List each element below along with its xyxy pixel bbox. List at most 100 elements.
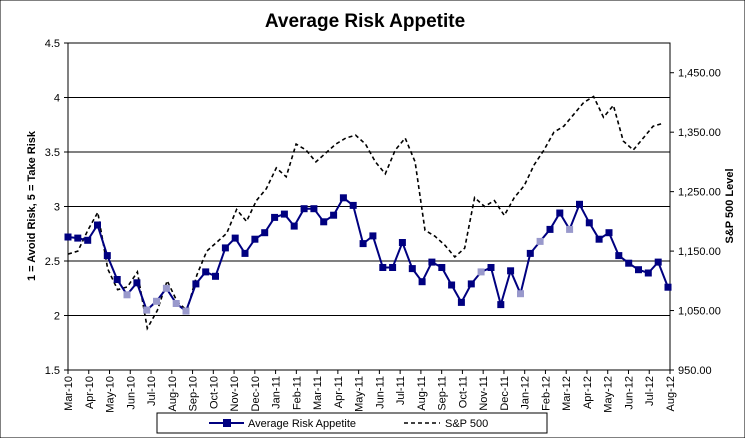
data-point-appetite [497,301,505,309]
data-point-appetite [625,259,633,267]
x-tick-label: Oct-10 [208,376,220,409]
data-point-appetite [418,278,426,286]
x-tick-label: Apr-11 [333,376,345,408]
data-point-appetite [389,264,397,271]
data-point-appetite [448,281,456,289]
data-point-appetite [182,307,190,315]
data-point-appetite [330,211,338,219]
x-tick-label: Jun-11 [374,376,386,409]
x-tick-label: May-11 [354,376,366,412]
data-point-appetite [517,290,524,298]
data-point-appetite [369,232,377,240]
x-tick-label: Jun-10 [125,376,137,410]
data-point-appetite [595,235,603,243]
x-tick-label: Nov-11 [478,376,490,411]
x-tick-label: Jul-10 [146,376,158,406]
y-tick-label: 4.5 [45,38,60,50]
data-point-appetite [556,209,564,217]
data-point-appetite [310,205,318,213]
y-tick-label: 2.5 [45,256,60,268]
legend: Average Risk Appetite S&P 500 [156,412,548,434]
chart-title: Average Risk Appetite [265,11,465,32]
x-tick-label: Apr-10 [84,376,96,409]
x-tick-label: Aug-11 [416,376,428,411]
data-point-appetite [320,218,328,226]
data-point-appetite [172,300,180,307]
data-point-appetite [566,225,574,233]
data-point-appetite [133,279,141,287]
x-tick-label: Aug-12 [665,376,677,411]
x-tick-label: Dec-10 [250,376,262,411]
x-tick-label: Mar-11 [312,376,324,410]
x-tick-label: Apr-12 [582,376,594,409]
x-tick-label: May-10 [105,376,117,413]
x-tick-label: Jan-11 [271,376,283,409]
x-tick-label: Sep-10 [188,376,200,411]
data-point-appetite [526,249,534,257]
x-tick-label: Sep-11 [437,376,449,411]
y2-tick-label: 1,250.00 [678,187,721,199]
x-tick-label: Feb-12 [540,376,552,411]
legend-label-sp500: S&P 500 [445,418,488,430]
y2-axis-label: S&P 500 Level [724,168,736,243]
legend-marker-appetite-square [223,419,231,427]
data-point-appetite [212,272,219,280]
data-point-appetite [428,258,436,266]
data-point-appetite [103,252,111,260]
data-point-appetite [290,222,298,230]
data-point-appetite [507,267,515,275]
data-point-appetite [123,291,131,299]
data-point-appetite [192,280,200,288]
data-point-appetite [261,229,269,237]
data-point-appetite [339,194,347,202]
x-tick-label: Mar-12 [561,376,573,411]
y2-tick-label: 1,050.00 [678,306,721,318]
data-point-appetite [64,233,72,241]
x-tick-label: May-12 [603,376,615,413]
data-point-appetite [231,234,239,242]
data-point-appetite [605,229,613,237]
data-point-appetite [202,268,210,276]
series-line-sp500 [67,95,664,331]
x-tick-label: Nov-10 [229,376,241,411]
x-tick-label: Aug-10 [167,376,179,411]
x-tick-label: Jul-12 [644,376,656,406]
data-point-appetite [251,235,259,243]
data-point-appetite [94,221,101,229]
data-point-appetite [664,283,672,291]
data-point-appetite [615,252,623,260]
x-tick-label: Feb-11 [291,376,303,410]
data-point-appetite [241,249,249,257]
y-tick-label: 3.5 [45,147,60,159]
data-point-appetite [408,265,416,273]
data-point-appetite [271,213,279,221]
data-point-appetite [143,306,151,314]
data-point-appetite [635,266,642,274]
data-point-appetite [467,280,475,288]
y2-tick-label: 1,350.00 [678,127,721,139]
plot-area: 1.5 2 2.5 3 3.5 4 4.5 950.00 1,050.00 1,150.00 1,2… [45,38,721,413]
x-tick-label: Jul-11 [395,376,407,405]
legend-label-appetite: Average Risk Appetite [248,418,356,430]
data-point-appetite [585,219,593,227]
data-point-appetite [644,269,652,277]
data-point-appetite [546,225,554,233]
data-point-appetite [153,297,160,305]
legend-box [156,412,548,434]
data-point-appetite [359,240,367,248]
y2-tick-label: 950.00 [678,365,712,377]
x-tick-label: Dec-11 [499,376,511,411]
y2-tick-label: 1,450.00 [678,68,721,80]
data-point-appetite [438,264,446,271]
y-tick-label: 3 [54,202,60,214]
data-point-appetite [379,264,387,271]
data-point-appetite [221,244,229,252]
data-point-appetite [576,200,583,208]
x-tick-label: Oct-11 [457,376,469,408]
x-tick-label: Jan-12 [520,376,532,410]
data-point-appetite [300,205,308,213]
data-point-appetite [74,234,82,242]
